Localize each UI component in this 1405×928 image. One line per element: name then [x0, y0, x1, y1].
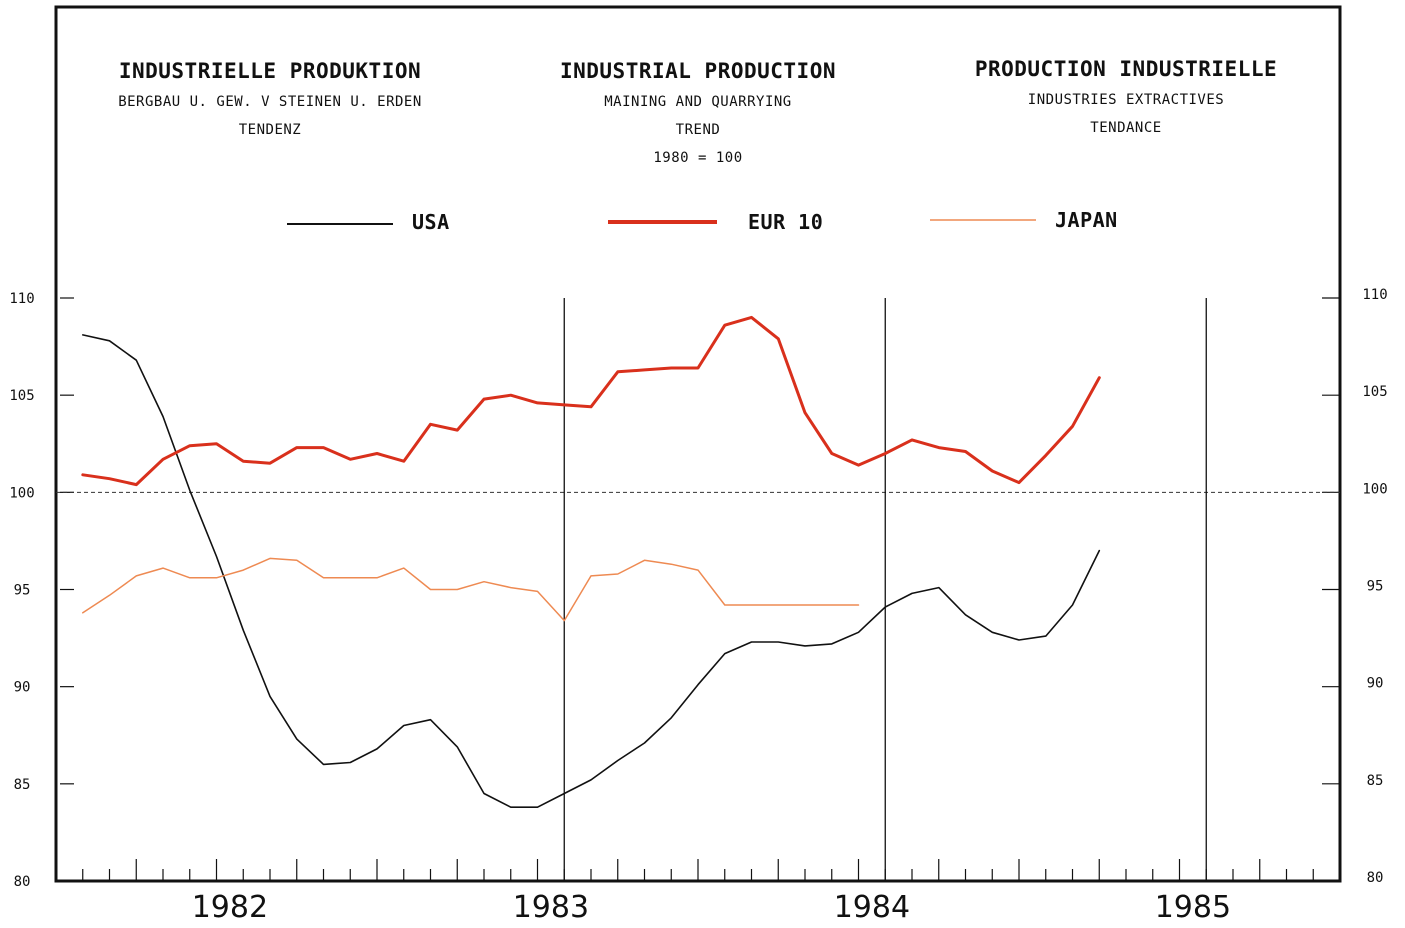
series-lines: [81, 315, 1101, 809]
axes: 80 80 85 85 90 90 95 95 100 100 105 105 110 110 1982 19…: [9, 287, 1387, 925]
subtitle-fr: INDUSTRIES EXTRACTIVES: [1028, 92, 1224, 108]
header: INDUSTRIELLE PRODUKTION BERGBAU U. GEW. …: [118, 57, 1277, 166]
y-tick-label-right-90: 90: [1367, 676, 1384, 692]
legend-label-eur10: EUR 10: [748, 210, 823, 234]
series-line-eur10: [81, 315, 1101, 487]
y-tick-label-left-110: 110: [9, 291, 34, 307]
y-tick-label-left-90: 90: [14, 680, 31, 696]
subtitle-de: BERGBAU U. GEW. V STEINEN U. ERDEN: [118, 94, 422, 110]
y-tick-label-right-105: 105: [1362, 384, 1387, 400]
y-tick-label-right-80: 80: [1367, 870, 1384, 886]
series-line-japan: [82, 557, 860, 622]
y-tick-label-left-95: 95: [14, 583, 31, 599]
x-year-label-1982: 1982: [192, 890, 268, 924]
y-tick-label-right-95: 95: [1367, 579, 1384, 595]
title-en: INDUSTRIAL PRODUCTION: [560, 59, 836, 83]
y-tick-label-left-80: 80: [14, 874, 31, 890]
base-en: 1980 = 100: [653, 150, 742, 166]
x-year-label-1984: 1984: [834, 890, 910, 924]
y-tick-label-left-105: 105: [9, 388, 34, 404]
legend-label-usa: USA: [412, 210, 450, 234]
chart-frame: [54, 5, 1342, 883]
subtitle-en: MAINING AND QUARRYING: [604, 94, 792, 110]
title-fr: PRODUCTION INDUSTRIELLE: [975, 57, 1277, 81]
y-tick-label-right-85: 85: [1367, 773, 1384, 789]
legend: USA EUR 10 JAPAN: [287, 208, 1118, 234]
y-tick-label-right-100: 100: [1362, 481, 1387, 497]
y-tick-label-left-100: 100: [9, 485, 34, 501]
note-fr: TENDANCE: [1090, 120, 1161, 136]
legend-label-japan: JAPAN: [1055, 208, 1118, 232]
x-year-label-1983: 1983: [513, 890, 589, 924]
y-tick-label-left-85: 85: [14, 777, 31, 793]
y-tick-label-right-110: 110: [1362, 287, 1387, 303]
note-de: TENDENZ: [239, 122, 302, 138]
note-en: TREND: [676, 122, 721, 138]
title-de: INDUSTRIELLE PRODUKTION: [119, 59, 421, 83]
x-year-label-1985: 1985: [1155, 890, 1231, 924]
series-line-usa: [82, 334, 1101, 809]
